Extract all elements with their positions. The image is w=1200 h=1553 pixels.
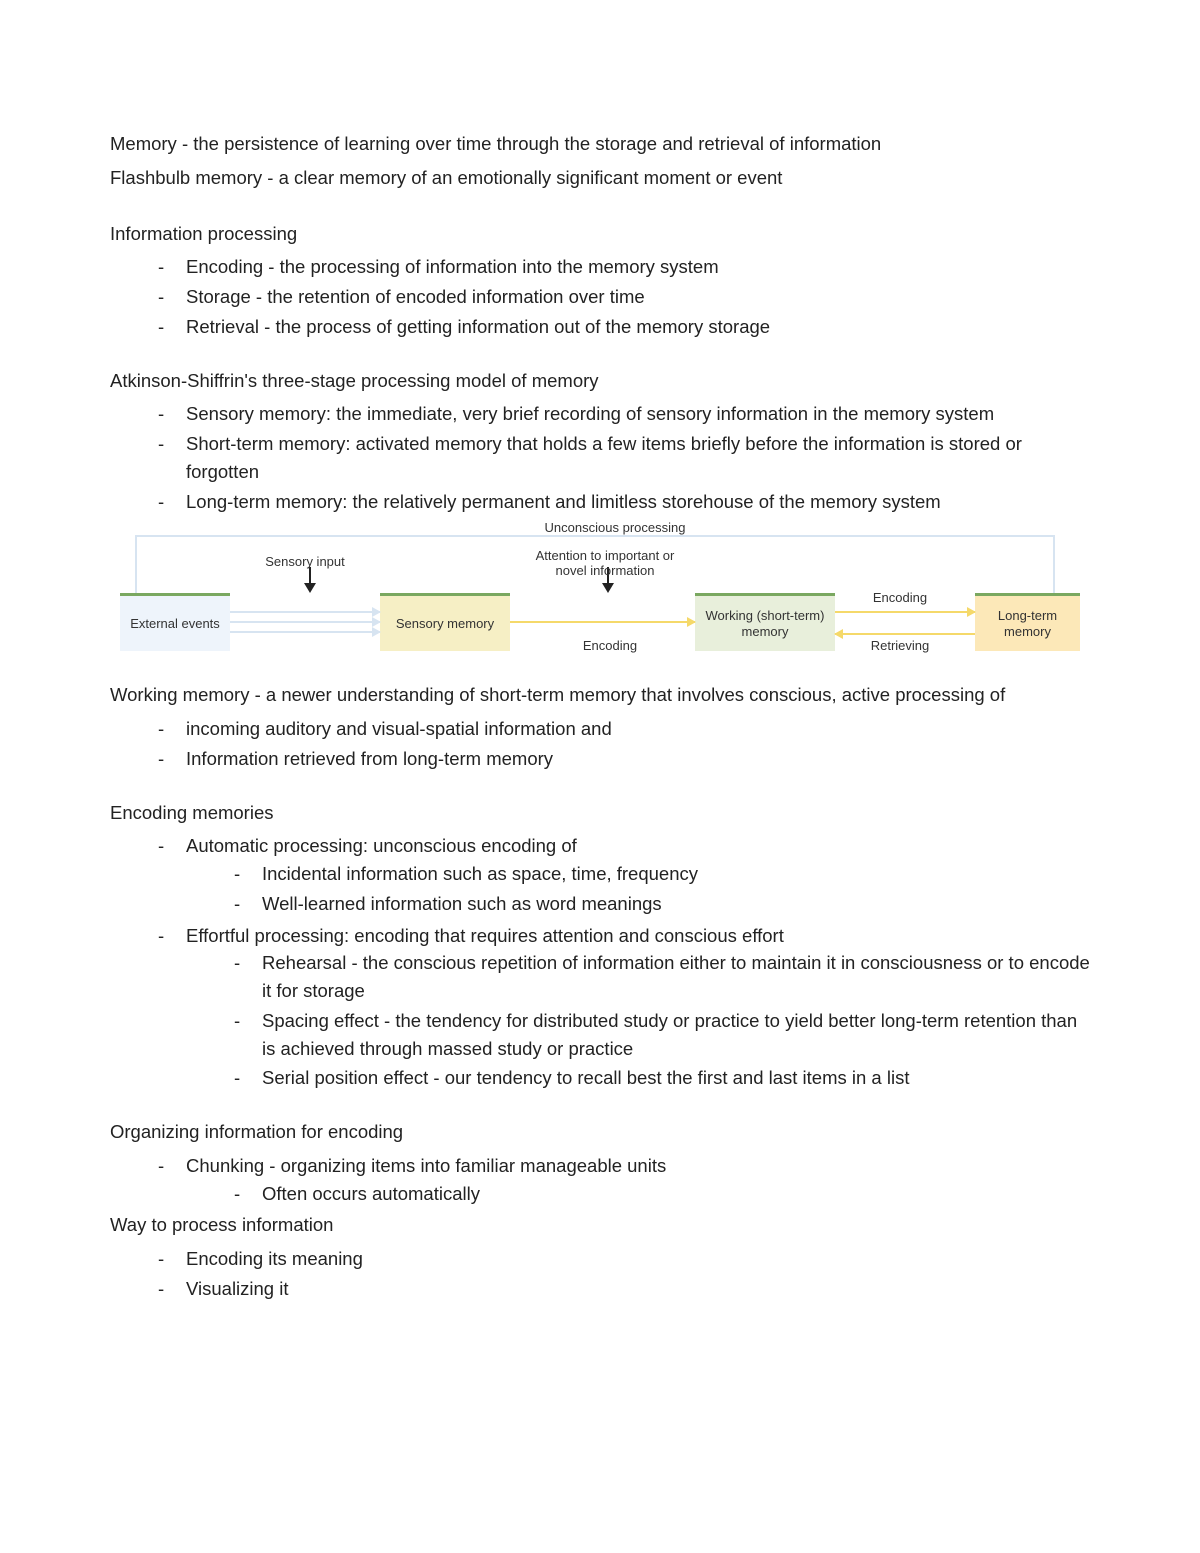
- list-item: Serial position effect - our tendency to…: [234, 1064, 1090, 1092]
- list-item: Long-term memory: the relatively permane…: [158, 488, 1090, 516]
- diagram-box-working: Working (short-term) memory: [695, 593, 835, 651]
- list-item: Effortful processing: encoding that requ…: [158, 922, 1090, 1093]
- memory-model-diagram: External events Sensory memory Working (sh…: [120, 521, 1080, 671]
- list-item: Often occurs automatically: [234, 1180, 1090, 1208]
- diagram-arrow: [835, 633, 975, 635]
- list-item: Automatic processing: unconscious encodi…: [158, 832, 1090, 917]
- list-info-processing: Encoding - the processing of information…: [110, 253, 1090, 340]
- diagram-arrow: [510, 621, 695, 623]
- list-item: Sensory memory: the immediate, very brie…: [158, 400, 1090, 428]
- list-organizing: Chunking - organizing items into familia…: [110, 1152, 1090, 1208]
- heading-encoding-memories: Encoding memories: [110, 799, 1090, 827]
- definition-working-memory: Working memory - a newer understanding o…: [110, 681, 1090, 709]
- list-item: Retrieval - the process of getting infor…: [158, 313, 1090, 341]
- list-item-label: Automatic processing: unconscious encodi…: [186, 835, 577, 856]
- diagram-label-encoding_right: Encoding: [860, 591, 940, 606]
- list-item: Chunking - organizing items into familia…: [158, 1152, 1090, 1208]
- heading-atkinson: Atkinson-Shiffrin's three-stage processi…: [110, 367, 1090, 395]
- diagram-label-unconscious: Unconscious processing: [515, 521, 715, 536]
- list-item: Short-term memory: activated memory that…: [158, 430, 1090, 486]
- diagram-arrow: [230, 611, 380, 613]
- diagram-box-external: External events: [120, 593, 230, 651]
- heading-way-process: Way to process information: [110, 1211, 1090, 1239]
- diagram-label-encoding_mid: Encoding: [570, 639, 650, 654]
- list-item: Spacing effect - the tendency for distri…: [234, 1007, 1090, 1063]
- list-item-label: Chunking - organizing items into familia…: [186, 1155, 666, 1176]
- diagram-label-attention: Attention to important or novel informat…: [520, 549, 690, 579]
- list-encoding: Automatic processing: unconscious encodi…: [110, 832, 1090, 1092]
- list-item: Visualizing it: [158, 1275, 1090, 1303]
- diagram-label-retrieving: Retrieving: [860, 639, 940, 654]
- list-item: Encoding - the processing of information…: [158, 253, 1090, 281]
- diagram-label-sensory_input: Sensory input: [250, 555, 360, 570]
- list-item: Encoding its meaning: [158, 1245, 1090, 1273]
- list-item: incoming auditory and visual-spatial inf…: [158, 715, 1090, 743]
- list-way-process: Encoding its meaning Visualizing it: [110, 1245, 1090, 1303]
- diagram-arrow: [230, 621, 380, 623]
- diagram-box-sensory: Sensory memory: [380, 593, 510, 651]
- list-item: Rehearsal - the conscious repetition of …: [234, 949, 1090, 1005]
- diagram-box-longterm: Long-term memory: [975, 593, 1080, 651]
- definition-flashbulb: Flashbulb memory - a clear memory of an …: [110, 164, 1090, 192]
- diagram-arrow: [835, 611, 975, 613]
- heading-organizing: Organizing information for encoding: [110, 1118, 1090, 1146]
- list-working-memory: incoming auditory and visual-spatial inf…: [110, 715, 1090, 773]
- document-page: Memory - the persistence of learning ove…: [0, 0, 1200, 1367]
- list-atkinson: Sensory memory: the immediate, very brie…: [110, 400, 1090, 515]
- list-item: Incidental information such as space, ti…: [234, 860, 1090, 888]
- definition-memory: Memory - the persistence of learning ove…: [110, 130, 1090, 158]
- diagram-arrow: [230, 631, 380, 633]
- heading-info-processing: Information processing: [110, 220, 1090, 248]
- list-item: Storage - the retention of encoded infor…: [158, 283, 1090, 311]
- list-item: Well-learned information such as word me…: [234, 890, 1090, 918]
- diagram-arrow-down: [304, 583, 316, 593]
- list-item-label: Effortful processing: encoding that requ…: [186, 925, 784, 946]
- diagram-arrow-down: [602, 583, 614, 593]
- list-item: Information retrieved from long-term mem…: [158, 745, 1090, 773]
